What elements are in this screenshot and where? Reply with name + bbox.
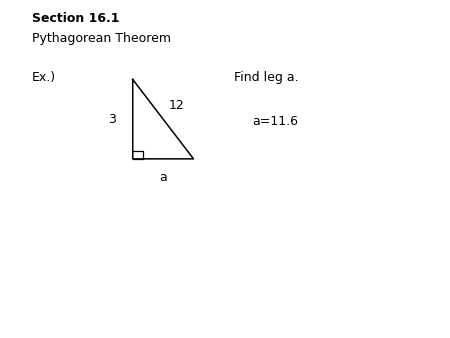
Text: Find leg a.: Find leg a.	[234, 71, 299, 84]
Text: 12: 12	[169, 99, 184, 112]
Text: a: a	[159, 171, 167, 184]
Text: Section 16.1: Section 16.1	[32, 12, 119, 25]
Text: Pythagorean Theorem: Pythagorean Theorem	[32, 32, 171, 45]
Text: 3: 3	[108, 113, 117, 126]
Text: Ex.): Ex.)	[32, 71, 56, 84]
Text: a=11.6: a=11.6	[252, 115, 298, 128]
